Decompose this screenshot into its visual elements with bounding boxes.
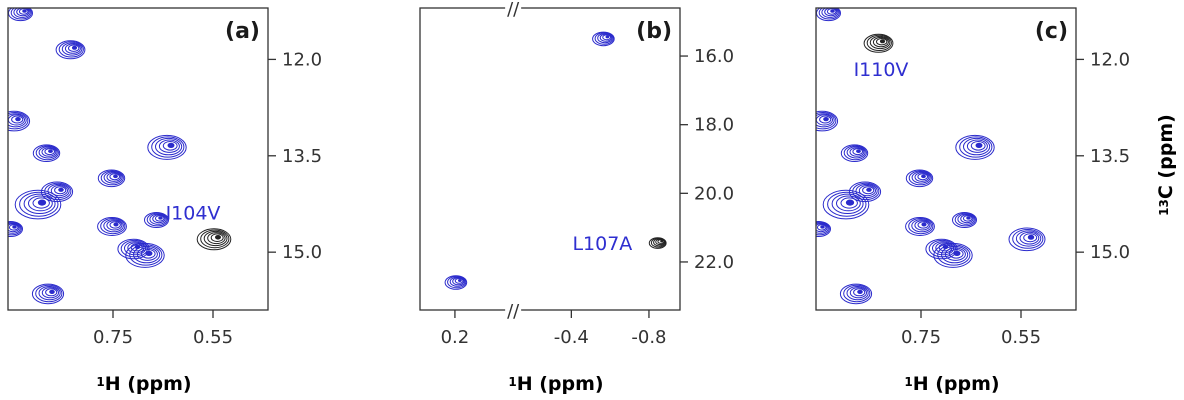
peak-b-2 — [444, 275, 468, 290]
peak-c-13 — [933, 242, 973, 268]
x-axis-title-b: 1H (ppm) — [508, 373, 603, 395]
peak-a-4 — [32, 144, 61, 162]
y-tick-label-c: 13.5 — [1090, 146, 1130, 167]
annotation-c: I110V — [854, 59, 909, 81]
y-tick-label-b: 16.0 — [694, 46, 734, 67]
peak-c-11 — [905, 217, 935, 236]
peaks-a — [8, 8, 232, 305]
panel-label-c: (c) — [1035, 19, 1068, 44]
panel-a: 0.75 0.55 12.0 13.5 15.0 (a) I104V 1H (ppm) — [7, 7, 322, 395]
y-tick-label-b: 22.0 — [694, 252, 734, 273]
peak-a-1 — [8, 8, 33, 22]
peak-c-4 — [840, 144, 869, 162]
y-tick-label-a: 12.0 — [282, 49, 322, 70]
peak-c-7 — [822, 189, 870, 220]
peak-a-10 — [8, 221, 23, 237]
peak-b-3 — [648, 237, 667, 249]
y-tick-label-c: 12.0 — [1090, 49, 1130, 70]
peak-c-1 — [816, 8, 841, 22]
x-tick-label-c: 0.75 — [901, 327, 941, 348]
x-tick-label-a: 0.75 — [93, 327, 133, 348]
peak-c-3 — [816, 110, 839, 132]
peak-c-2 — [863, 33, 894, 53]
axis-break-top: // — [507, 0, 520, 20]
peaks-c — [816, 8, 1046, 305]
peak-a-3 — [8, 110, 31, 132]
x-axis-title-c: 1H (ppm) — [904, 373, 999, 395]
y-axis-title-c: 13C (ppm) — [1155, 114, 1177, 216]
peak-a-6 — [97, 169, 126, 188]
y-tick-label-a: 15.0 — [282, 242, 322, 263]
peak-a-14 — [31, 283, 65, 305]
plot-frame-b — [419, 7, 681, 311]
peak-a-13 — [125, 242, 165, 268]
x-tick-label-b: -0.4 — [554, 327, 589, 348]
panel-label-a: (a) — [225, 19, 260, 44]
peak-c-8 — [848, 181, 882, 203]
panel-b: 0.2 -0.4 -0.8 16.0 18.0 20.0 22.0 // // (b) L107A 1… — [419, 0, 734, 395]
annotation-a: I104V — [166, 202, 221, 224]
peak-c-15 — [1008, 227, 1046, 252]
plot-frame-c — [815, 7, 1077, 311]
peak-a-7 — [14, 189, 62, 220]
y-tick-label-b: 20.0 — [694, 183, 734, 204]
panel-c: 0.75 0.55 12.0 13.5 15.0 (c) I110V 1H (ppm) 13C … — [815, 7, 1177, 395]
peak-c-5 — [955, 134, 995, 160]
x-tick-label-b: 0.2 — [441, 327, 470, 348]
annotation-b: L107A — [572, 233, 632, 255]
axis-break-bottom: // — [507, 301, 520, 322]
y-tick-label-b: 18.0 — [694, 115, 734, 136]
peak-a-8 — [40, 181, 74, 203]
peak-a-15 — [196, 228, 232, 251]
panel-label-b: (b) — [636, 19, 672, 44]
x-tick-label-b: -0.8 — [631, 327, 666, 348]
peak-c-10 — [816, 221, 831, 237]
peak-b-1 — [592, 31, 615, 47]
peaks-b — [444, 31, 667, 290]
x-tick-label-a: 0.55 — [193, 327, 233, 348]
peak-c-9 — [952, 212, 977, 228]
y-tick-label-a: 13.5 — [282, 146, 322, 167]
plot-frame-a — [7, 7, 269, 311]
peak-a-2 — [55, 40, 86, 60]
x-axis-title-a: 1H (ppm) — [96, 373, 191, 395]
peak-a-11 — [97, 217, 127, 236]
y-tick-label-c: 15.0 — [1090, 242, 1130, 263]
peak-c-14 — [839, 283, 873, 305]
x-tick-label-c: 0.55 — [1001, 327, 1041, 348]
peak-a-9 — [144, 212, 169, 228]
peak-c-6 — [905, 169, 934, 188]
peak-a-5 — [147, 134, 187, 160]
